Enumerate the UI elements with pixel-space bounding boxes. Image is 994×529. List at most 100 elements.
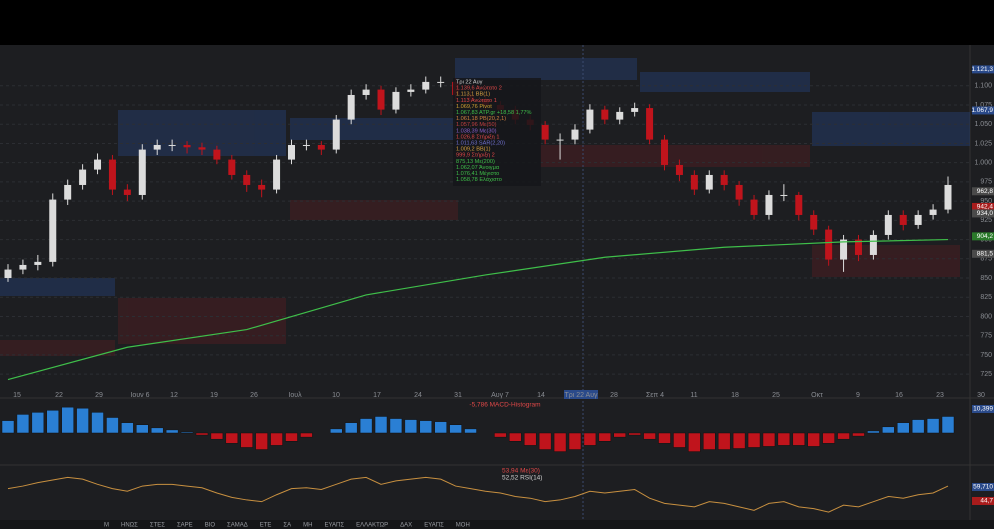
candle-body bbox=[34, 261, 42, 265]
macd-bar bbox=[121, 422, 134, 434]
date-label: 25 bbox=[772, 392, 780, 399]
candle-body bbox=[884, 214, 892, 235]
macd-bar bbox=[777, 432, 791, 446]
rsi-label: 53,94 Με(30) bbox=[502, 468, 540, 475]
macd-bar bbox=[285, 432, 298, 442]
ma200-line bbox=[7, 238, 949, 381]
macd-bar bbox=[807, 432, 820, 447]
candle-body bbox=[392, 91, 400, 110]
legend-entry: 1.067,83 ATP.gr +18,58 1,77% bbox=[456, 110, 532, 116]
legend-entry: 1.061,18 PB(20,2,1) bbox=[456, 116, 506, 122]
top-bar bbox=[0, 0, 994, 45]
candle-body bbox=[869, 234, 877, 255]
toolbar-item[interactable]: ΣΑ bbox=[283, 523, 291, 529]
candle-body bbox=[437, 81, 445, 83]
toolbar-item[interactable]: ΔΑΧ bbox=[400, 523, 412, 529]
candle-body bbox=[556, 139, 564, 141]
price-tag bbox=[972, 209, 994, 218]
price-tick-label: 1.075 bbox=[974, 102, 992, 109]
rsi-tag bbox=[972, 497, 994, 505]
candle-body bbox=[899, 214, 907, 225]
resistance-zone bbox=[640, 72, 810, 92]
legend-entry: 1.062,07 Άνοιγμα bbox=[456, 165, 500, 171]
legend-entry: 1.009,2 BB(1) bbox=[456, 147, 491, 153]
toolbar-item[interactable]: ΜΗ bbox=[303, 523, 312, 529]
price-tag bbox=[972, 187, 994, 196]
date-label: 16 bbox=[895, 392, 903, 399]
price-tag-label: 904,2 bbox=[977, 233, 994, 240]
macd-bar bbox=[464, 428, 477, 434]
price-tick-label: 775 bbox=[980, 333, 992, 340]
macd-bar bbox=[434, 421, 447, 434]
date-label: Οκτ bbox=[811, 392, 823, 399]
price-tick-label: 825 bbox=[980, 294, 992, 301]
macd-bar bbox=[643, 432, 656, 440]
macd-bar bbox=[911, 419, 925, 434]
macd-bar bbox=[494, 432, 507, 438]
macd-bar bbox=[882, 426, 895, 434]
support-zone bbox=[0, 340, 115, 356]
toolbar-item[interactable]: ΕΥΑΠΣ bbox=[424, 523, 444, 529]
candle-body bbox=[422, 81, 430, 90]
candle-body bbox=[153, 144, 161, 150]
candle-body bbox=[631, 108, 639, 112]
date-label: 23 bbox=[936, 392, 944, 399]
toolbar-item[interactable]: ΗΝΩΣ bbox=[121, 523, 138, 529]
candle-body bbox=[840, 239, 848, 260]
candle-body bbox=[914, 214, 922, 225]
toolbar-item[interactable]: Μ bbox=[104, 523, 109, 529]
price-tick-label: 950 bbox=[980, 198, 992, 205]
date-label: 24 bbox=[414, 392, 422, 399]
macd-bar bbox=[867, 430, 880, 434]
candle-body bbox=[854, 239, 862, 255]
resistance-zone bbox=[290, 118, 455, 140]
toolbar-item[interactable]: ΒΙΟ bbox=[205, 523, 216, 529]
candle-body bbox=[541, 124, 549, 140]
candle-body bbox=[123, 189, 131, 195]
toolbar-item[interactable]: ΕΥΑΠΣ bbox=[324, 523, 344, 529]
price-tick-label: 925 bbox=[980, 217, 992, 224]
toolbar-item[interactable]: ΣΑΡΕ bbox=[177, 523, 193, 529]
macd-bar bbox=[195, 432, 209, 436]
legend-entry: 999,9 Στήριξη 2 bbox=[456, 152, 495, 159]
price-tick-label: 975 bbox=[980, 179, 992, 186]
macd-bar bbox=[941, 416, 955, 434]
macd-bar bbox=[538, 432, 552, 450]
date-label: 31 bbox=[454, 392, 462, 399]
toolbar-item[interactable]: ΣΤΕΣ bbox=[150, 523, 165, 529]
candle-body bbox=[586, 109, 594, 130]
price-tick-label: 1.000 bbox=[974, 160, 992, 167]
price-tick-label: 875 bbox=[980, 256, 992, 263]
plot-layer: 1.1001.0751.0501.0251.000975950925900875… bbox=[0, 65, 994, 529]
legend-entry: 1.069,76 Pivot bbox=[456, 104, 492, 110]
price-tag-label: 881,5 bbox=[977, 251, 994, 258]
macd-bar bbox=[792, 432, 806, 446]
legend-entry: 875,13 Με(200) bbox=[456, 159, 495, 165]
date-label: 17 bbox=[373, 392, 381, 399]
macd-bar bbox=[16, 414, 30, 434]
price-tick-label: 1.100 bbox=[974, 83, 992, 90]
date-label: 11 bbox=[690, 392, 697, 399]
macd-bar bbox=[837, 432, 850, 440]
macd-bar bbox=[150, 427, 164, 434]
candle-body bbox=[273, 159, 281, 190]
price-tag-label: 934,0 bbox=[977, 210, 994, 217]
candle-body bbox=[228, 159, 236, 175]
toolbar-item[interactable]: ΣΑΜΑΔ bbox=[227, 523, 248, 529]
date-label: Ιουν 6 bbox=[130, 392, 149, 399]
candle-body bbox=[675, 164, 683, 175]
candle-body bbox=[929, 209, 937, 215]
price-tick-label: 1.025 bbox=[974, 140, 992, 147]
candle-body bbox=[168, 144, 176, 146]
candle-body bbox=[243, 174, 251, 185]
legend-entry: 1.011,63 SAR(2,20) bbox=[456, 140, 505, 146]
date-label: Ιουλ bbox=[288, 392, 302, 399]
toolbar-item[interactable]: ΜΟΗ bbox=[456, 523, 470, 529]
toolbar-item[interactable]: ΕΤΕ bbox=[260, 523, 272, 529]
macd-bar bbox=[673, 432, 686, 448]
legend-entry: 1.058,78 Ελάχιστο bbox=[456, 176, 502, 183]
candle-body bbox=[64, 184, 72, 200]
macd-bar bbox=[1, 420, 15, 434]
candle-body bbox=[317, 144, 325, 150]
toolbar-item[interactable]: ΕΛΛΑΚΤΩΡ bbox=[356, 523, 388, 529]
